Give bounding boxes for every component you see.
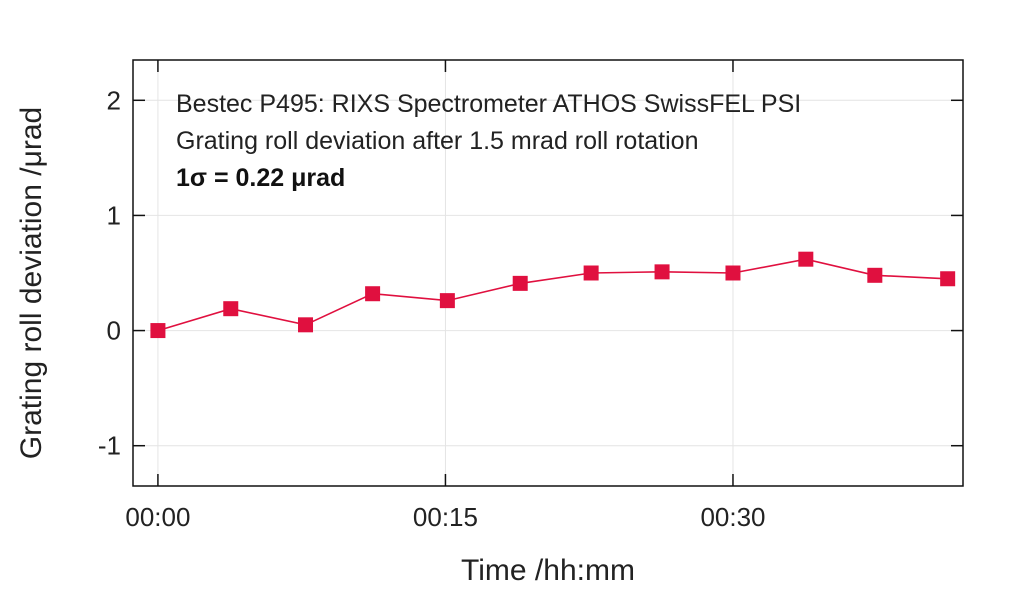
annotations: Bestec P495: RIXS Spectrometer ATHOS Swi… <box>176 90 801 192</box>
data-point <box>654 264 670 280</box>
data-point <box>223 301 239 317</box>
data-point <box>298 317 314 333</box>
data-point <box>512 275 528 291</box>
x-axis-title: Time /hh:mm <box>461 554 635 587</box>
y-axis-title: Grating roll deviation /μrad <box>15 107 48 459</box>
data-point <box>725 265 741 281</box>
grid <box>133 60 963 486</box>
y-tick-label: 1 <box>107 200 121 230</box>
annotation-line: Bestec P495: RIXS Spectrometer ATHOS Swi… <box>176 90 801 118</box>
x-tick-labels: 00:00 00:15 00:30 <box>125 502 765 532</box>
y-tick-label: 0 <box>107 316 121 346</box>
plot-frame <box>132 59 964 487</box>
data-point <box>940 271 956 287</box>
data-point <box>365 286 381 302</box>
y-tick-label: 2 <box>107 85 121 115</box>
annotation-line: Grating roll deviation after 1.5 mrad ro… <box>176 127 698 155</box>
data-point <box>798 251 814 267</box>
x-tick-label: 00:15 <box>413 502 478 532</box>
series <box>150 251 956 339</box>
series-line <box>157 258 948 332</box>
data-point <box>439 293 455 309</box>
x-tick-label: 00:00 <box>125 502 190 532</box>
axis-ticks <box>133 60 963 486</box>
data-point <box>150 323 166 339</box>
x-tick-label: 00:30 <box>700 502 765 532</box>
annotation-line: 1σ = 0.22 μrad <box>176 164 345 192</box>
data-point <box>867 267 883 283</box>
data-point <box>583 265 599 281</box>
y-tick-label: -1 <box>98 431 121 461</box>
y-tick-labels: -1 0 1 2 <box>98 85 121 460</box>
